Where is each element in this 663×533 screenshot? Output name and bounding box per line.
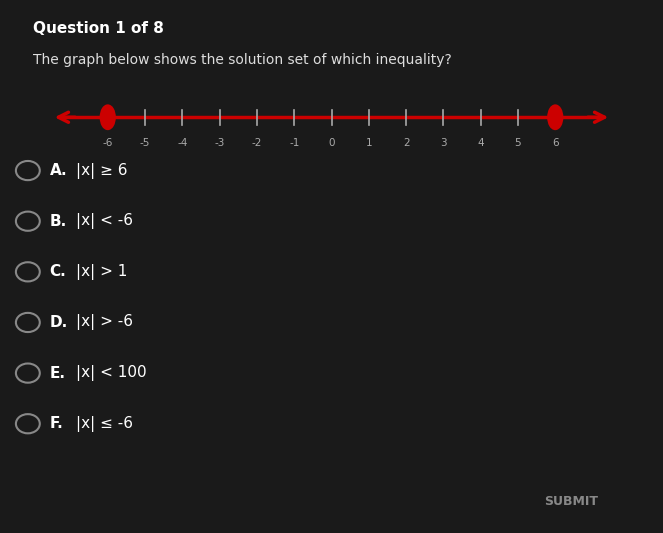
Text: |x| > -6: |x| > -6 [76,314,133,330]
Text: -2: -2 [252,138,262,148]
Text: |x| < -6: |x| < -6 [76,213,133,229]
Text: B.: B. [50,214,67,229]
Text: |x| ≥ 6: |x| ≥ 6 [76,163,128,179]
Text: 1: 1 [365,138,372,148]
Text: -6: -6 [103,138,113,148]
Text: 4: 4 [477,138,484,148]
Text: C.: C. [50,264,66,279]
Text: -3: -3 [214,138,225,148]
Text: -5: -5 [140,138,151,148]
Text: |x| ≤ -6: |x| ≤ -6 [76,416,133,432]
Text: |x| < 100: |x| < 100 [76,365,147,381]
Text: Question 1 of 8: Question 1 of 8 [33,21,164,36]
Circle shape [101,106,115,129]
Text: -4: -4 [177,138,188,148]
Text: 3: 3 [440,138,447,148]
Text: The graph below shows the solution set of which inequality?: The graph below shows the solution set o… [33,53,452,67]
Text: A.: A. [50,163,68,178]
Text: -1: -1 [289,138,300,148]
Text: E.: E. [50,366,66,381]
Text: 0: 0 [328,138,335,148]
Text: 2: 2 [403,138,409,148]
Text: 6: 6 [552,138,558,148]
Text: F.: F. [50,416,64,431]
Text: |x| > 1: |x| > 1 [76,264,127,280]
Text: D.: D. [50,315,68,330]
Text: SUBMIT: SUBMIT [544,495,597,507]
Circle shape [548,106,562,129]
Text: 5: 5 [514,138,521,148]
